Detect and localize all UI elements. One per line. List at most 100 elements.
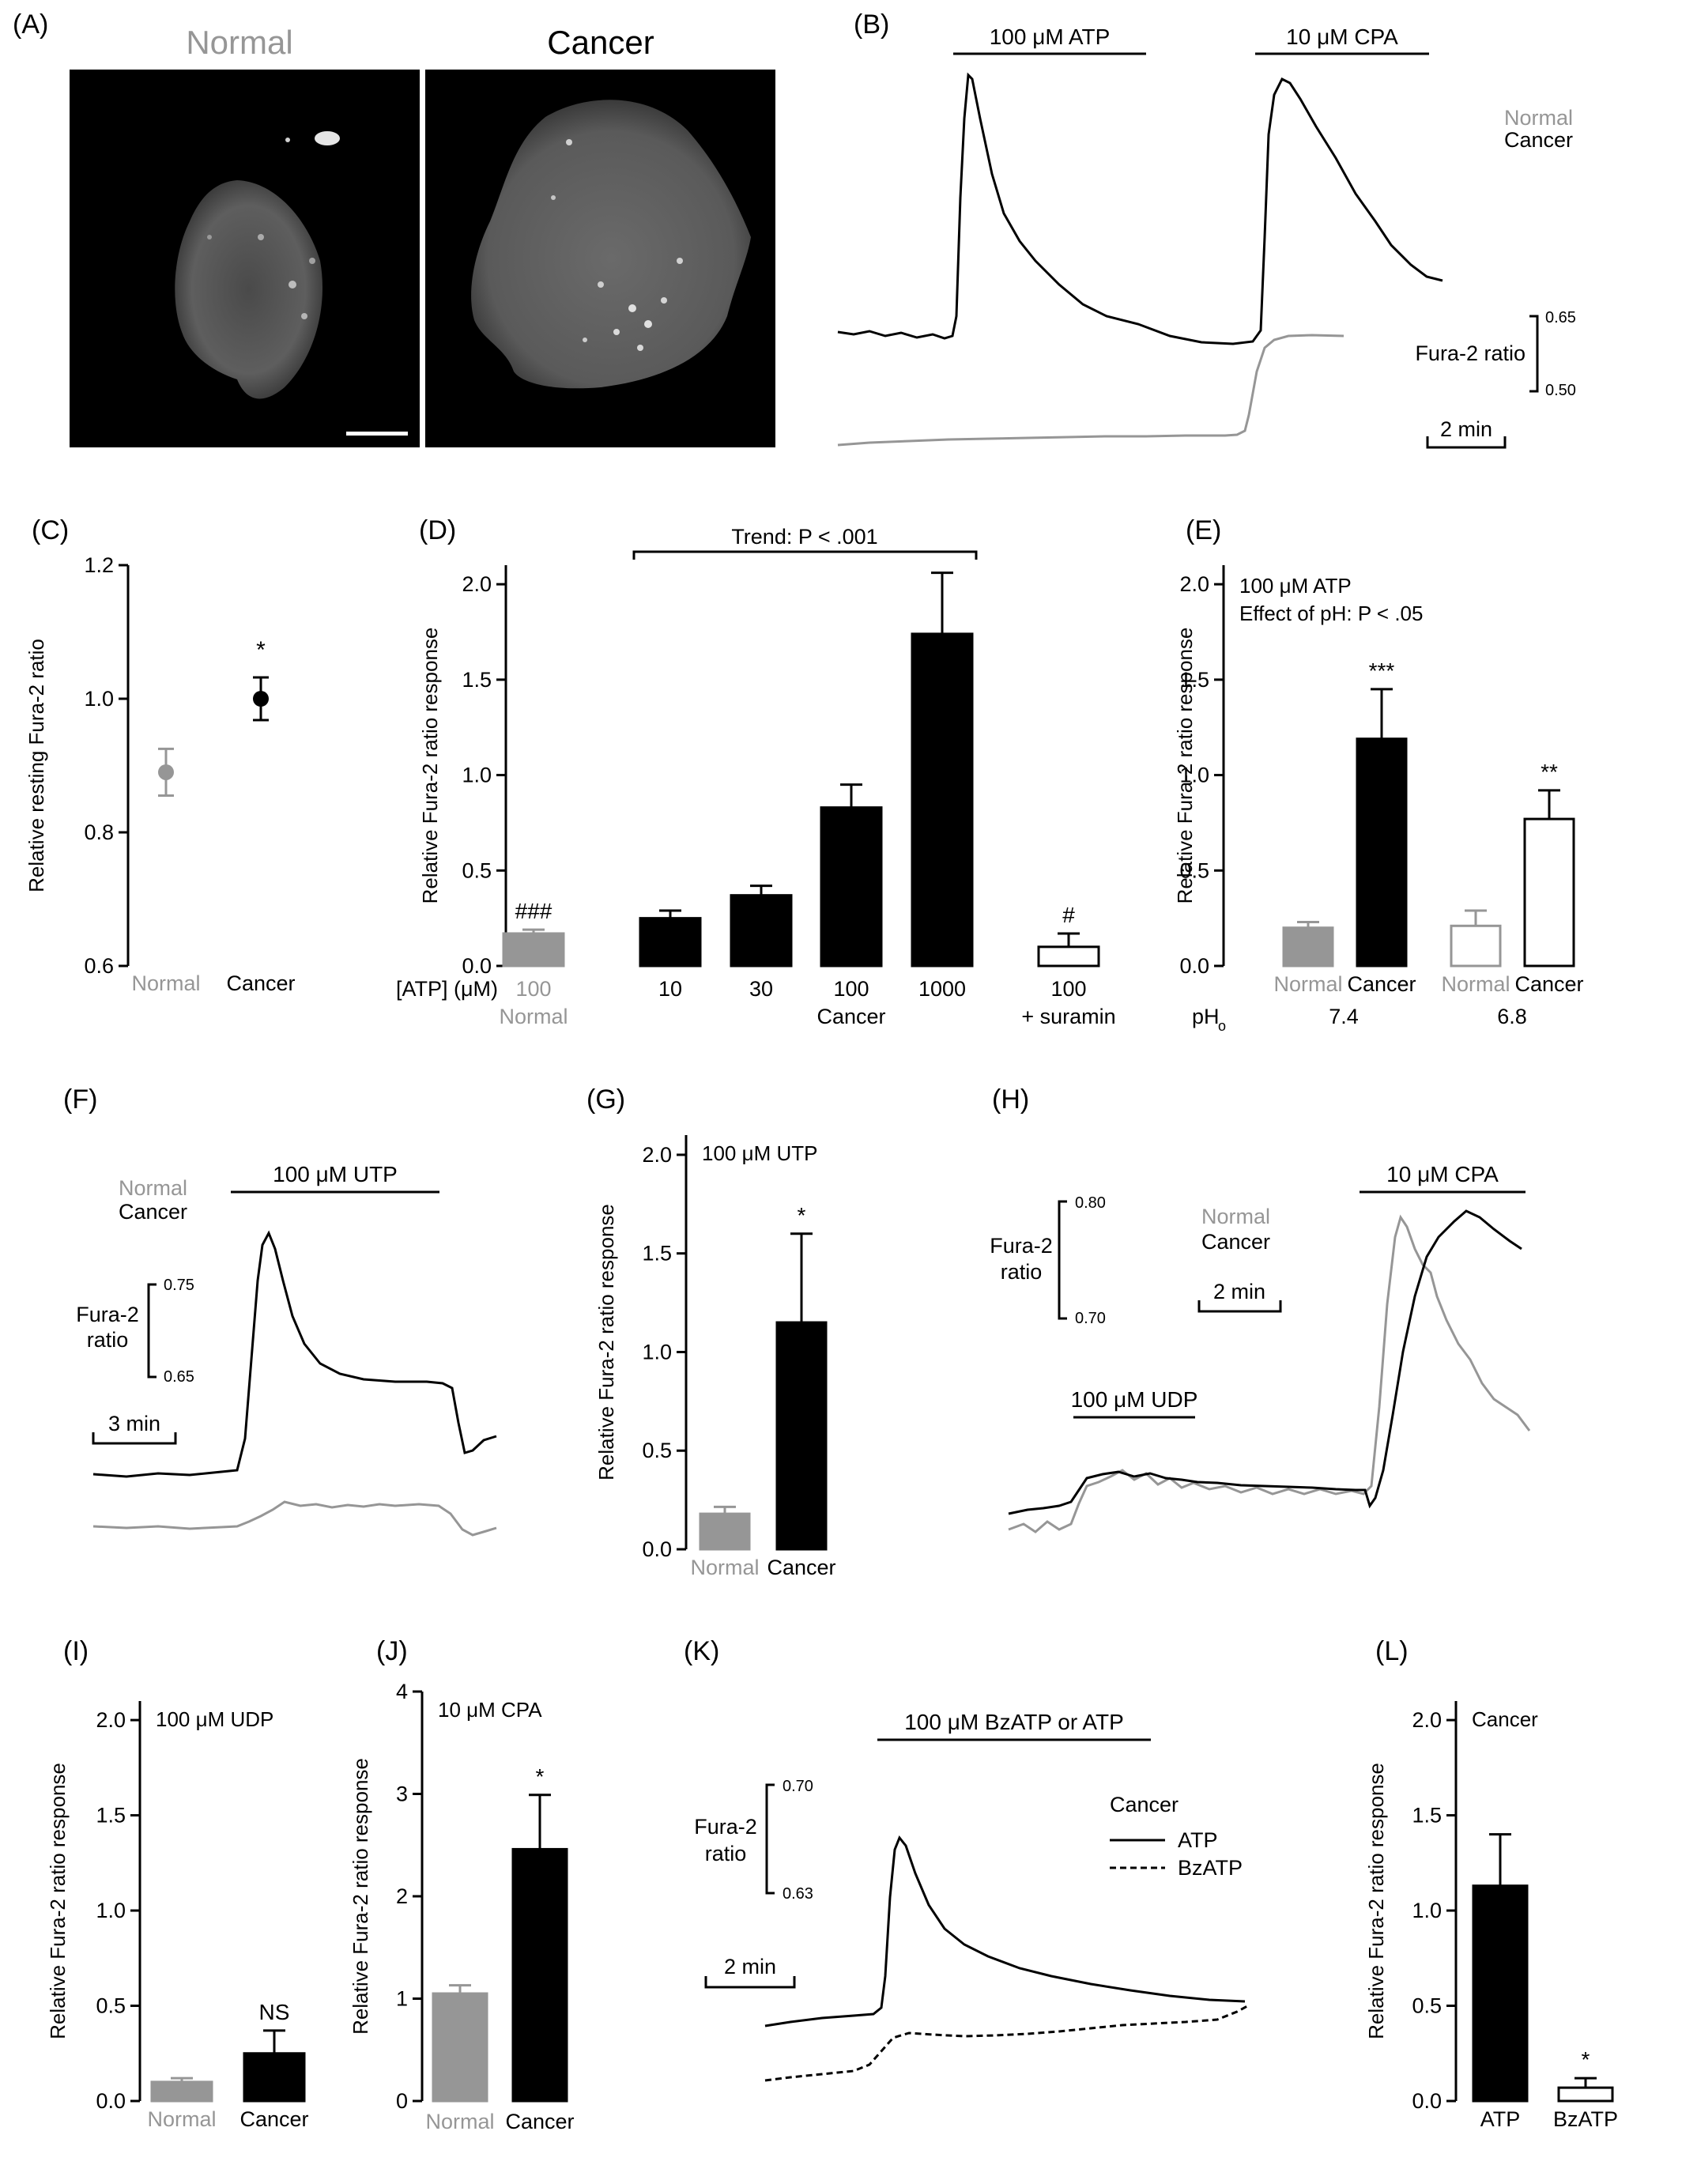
bar [243, 2052, 306, 2103]
panel-c-chart: 0.6 0.8 1.0 1.2 Relative resting Fura-2 rati… [25, 553, 296, 995]
panel-h-time-bar [1197, 1300, 1282, 1313]
y-tick-label: 1.0 [462, 764, 492, 787]
panel-f-scale-label-1: Fura-2 [76, 1303, 139, 1326]
ph-group-value: 6.8 [1497, 1005, 1527, 1028]
bar [502, 932, 565, 968]
panel-b-scale-label: Fura-2 ratio [1415, 341, 1525, 365]
significance-mark: # [1062, 903, 1075, 927]
panel-k-scale-bar [765, 1783, 775, 1895]
ph-label: pH [1192, 1005, 1220, 1028]
y-tick-label: 1.0 [1179, 764, 1209, 787]
y-tick-label: 1.0 [642, 1340, 672, 1364]
panel-k-legend-bzatp: BzATP [1178, 1856, 1243, 1880]
normal-cell-image [70, 70, 420, 447]
panel-l-chart: 0.0 0.5 1.0 1.5 2.0 Relative Fura-2 ratio res… [1364, 1701, 1618, 2131]
panel-f-scale-bottom: 0.65 [164, 1368, 194, 1386]
y-tick-label: 2.0 [462, 572, 492, 596]
x-tick-label: 10 [658, 977, 682, 1001]
panel-note: 100 μM UTP [702, 1141, 817, 1165]
bar [911, 632, 974, 968]
panel-h-legend-cancer: Cancer [1201, 1230, 1270, 1254]
panel-a-normal-title: Normal [186, 24, 292, 61]
bar [511, 1847, 568, 2103]
y-tick-label: 2 [396, 1884, 408, 1908]
data-point [158, 764, 174, 780]
panel-b-legend-cancer: Cancer [1504, 128, 1573, 152]
x-tick-label: BzATP [1553, 2107, 1618, 2131]
ph-group-value: 7.4 [1329, 1005, 1359, 1028]
x-tick-label: Normal [1273, 972, 1342, 996]
bar [1472, 1884, 1529, 2103]
y-tick-label: 1.5 [642, 1242, 672, 1266]
x-tick-label: 30 [749, 977, 773, 1001]
panel-note: Cancer [1472, 1707, 1538, 1731]
data-point [253, 691, 269, 707]
y-tick-label: 2.0 [1412, 1708, 1442, 1732]
panel-k-scale-top: 0.70 [783, 1778, 813, 1795]
bar [639, 917, 702, 968]
panel-i-letter: (I) [63, 1636, 89, 1666]
panel-k-legend-title: Cancer [1110, 1793, 1179, 1816]
panel-k-letter: (K) [684, 1636, 719, 1666]
panel-k-atp-trace [764, 1835, 1246, 2027]
panel-k-scale-label-2: ratio [705, 1842, 747, 1865]
panel-h-bar-label-udp: 100 μM UDP [1071, 1387, 1198, 1412]
panel-k-bzatp-trace [764, 2005, 1248, 2082]
panel-b-time-label: 2 min [1440, 417, 1492, 441]
y-tick-label: 0.5 [1412, 1994, 1442, 2018]
bar [699, 1512, 751, 1551]
panel-a-letter: (A) [13, 9, 48, 40]
panel-f-cancer-trace [92, 1230, 497, 1478]
y-axis-label: Relative Fura-2 ratio response [594, 1204, 618, 1481]
x-tick-label: 100 [833, 977, 869, 1001]
x-tick-label: Cancer [1347, 972, 1416, 996]
x-tick-label: Cancer [767, 1556, 835, 1579]
panel-j-chart: 0 1 2 3 4 Relative Fura-2 ratio response * Norm… [349, 1680, 575, 2133]
x-tick-label: 100 [515, 977, 551, 1001]
y-tick-label: 1 [396, 1987, 408, 2011]
trend-label: Trend: P < .001 [731, 525, 877, 549]
panel-note: Effect of pH: P < .05 [1239, 602, 1423, 625]
y-tick-label: 1.5 [96, 1804, 126, 1828]
x-tick-label: 100 [1050, 977, 1086, 1001]
y-tick-label: 2.0 [96, 1708, 126, 1732]
y-tick-label: 1.0 [1412, 1899, 1442, 1922]
panel-a-cancer-title: Cancer [547, 24, 654, 61]
panel-f-time-bar [92, 1432, 177, 1445]
x-tick-label: Normal [131, 971, 200, 995]
x-tick-label: Cancer [505, 2110, 574, 2133]
y-tick-label: 0.5 [1179, 858, 1209, 882]
y-tick-label: 2.0 [1179, 572, 1209, 596]
bar [150, 2080, 213, 2103]
panel-f-legend-cancer: Cancer [119, 1200, 187, 1224]
panel-h-scale-bottom: 0.70 [1075, 1310, 1106, 1327]
panel-b-normal-trace [837, 334, 1344, 447]
bar [1523, 817, 1575, 968]
panel-h-scale-label-1: Fura-2 [990, 1234, 1053, 1258]
panel-k-legend-atp: ATP [1178, 1828, 1218, 1852]
panel-k-time-bar [704, 1976, 796, 1989]
x-axis-title: [ATP] (μM) [396, 977, 498, 1001]
panel-d-letter: (D) [419, 515, 456, 545]
y-tick-label: 1.0 [84, 687, 114, 711]
panel-h-cancer-trace [1008, 1209, 1522, 1515]
y-tick-label: 1.5 [462, 668, 492, 692]
y-tick-label: 3 [396, 1782, 408, 1806]
panel-h-scale-label-2: ratio [1001, 1260, 1043, 1284]
x-tick-label: Normal [1441, 972, 1510, 996]
cancer-cell-image [425, 70, 775, 447]
x-tick-label: 1000 [918, 977, 966, 1001]
bar [432, 1992, 488, 2103]
x-tick-label: Cancer [1514, 972, 1583, 996]
y-tick-label: 0.0 [1179, 954, 1209, 978]
x-tick-label: Normal [425, 2110, 494, 2133]
significance-mark: ### [515, 899, 552, 923]
panel-d-chart: 0.0 0.5 1.0 1.5 2.0 Relative Fura-2 ratio res… [396, 525, 1116, 1028]
panel-k-time-label: 2 min [724, 1955, 776, 1978]
panel-i-chart: 0.0 0.5 1.0 1.5 2.0 Relative Fura-2 ratio res… [46, 1701, 309, 2131]
panel-e-chart: 0.0 0.5 1.0 1.5 2.0 Relative Fura-2 ratio res… [1173, 565, 1584, 1034]
panel-f-letter: (F) [63, 1084, 97, 1115]
y-tick-label: 0.8 [84, 820, 114, 844]
y-tick-label: 0.0 [642, 1537, 672, 1561]
